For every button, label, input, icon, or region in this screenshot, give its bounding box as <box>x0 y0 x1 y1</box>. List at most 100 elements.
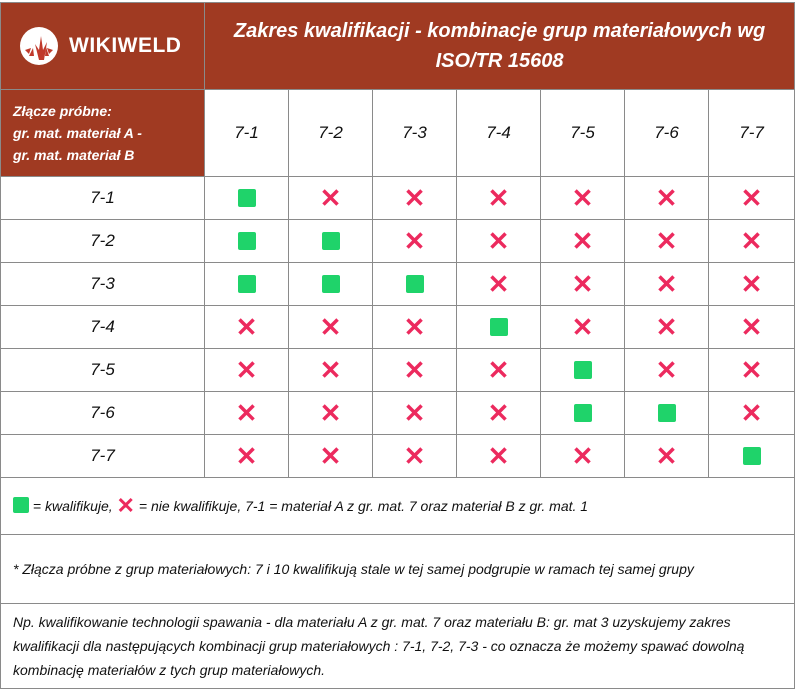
corner-line: Złącze próbne: <box>13 103 112 119</box>
qualifies-square-icon <box>405 274 424 293</box>
qualifies-square-icon <box>489 317 508 336</box>
table-row: 7-2 ✕ ✕ ✕ ✕ ✕ <box>0 219 795 263</box>
matrix-cell: ✕ <box>372 348 457 392</box>
not-qualifies-cross-icon: ✕ <box>235 355 258 385</box>
matrix-cell <box>456 305 541 349</box>
row-header: 7-3 <box>0 262 205 306</box>
not-qualifies-cross-icon: ✕ <box>403 441 426 471</box>
matrix-cell: ✕ <box>624 434 709 478</box>
not-qualifies-cross-icon: ✕ <box>487 226 510 256</box>
matrix-cell: ✕ <box>540 305 625 349</box>
not-qualifies-cross-icon: ✕ <box>403 398 426 428</box>
not-qualifies-cross-icon: ✕ <box>571 226 594 256</box>
corner-line: gr. mat. materiał B <box>13 147 135 163</box>
not-qualifies-cross-icon: ✕ <box>571 441 594 471</box>
matrix-cell: ✕ <box>204 348 289 392</box>
matrix-cell: ✕ <box>288 176 373 220</box>
not-qualifies-cross-icon: ✕ <box>403 183 426 213</box>
qualifies-square-icon <box>321 231 340 250</box>
row-header: 7-5 <box>0 348 205 392</box>
not-qualifies-cross-icon: ✕ <box>655 183 678 213</box>
not-qualifies-cross-icon: ✕ <box>403 226 426 256</box>
matrix-cell: ✕ <box>624 219 709 263</box>
not-qualifies-cross-icon: ✕ <box>403 312 426 342</box>
row-header: 7-1 <box>0 176 205 220</box>
corner-line: gr. mat. materiał A - <box>13 125 142 141</box>
matrix-cell: ✕ <box>540 176 625 220</box>
not-qualifies-cross-icon: ✕ <box>740 183 763 213</box>
note: * Złącza próbne z grup materiałowych: 7 … <box>0 534 795 604</box>
not-qualifies-cross-icon: ✕ <box>740 355 763 385</box>
row-header: 7-2 <box>0 219 205 263</box>
matrix-cell: ✕ <box>288 305 373 349</box>
column-header: 7-3 <box>372 89 457 177</box>
matrix-cell: ✕ <box>707 348 795 392</box>
matrix-cell: ✕ <box>204 391 289 435</box>
matrix-cell: ✕ <box>624 348 709 392</box>
not-qualifies-cross-icon: ✕ <box>235 441 258 471</box>
not-qualifies-cross-icon: ✕ <box>319 398 342 428</box>
row-header: 7-7 <box>0 434 205 478</box>
not-qualifies-cross-icon: ✕ <box>319 183 342 213</box>
not-qualifies-cross-icon: ✕ <box>319 441 342 471</box>
matrix-cell: ✕ <box>456 176 541 220</box>
matrix-cell: ✕ <box>624 262 709 306</box>
matrix-cell: ✕ <box>372 219 457 263</box>
table-row: 7-5 ✕ ✕ ✕ ✕ ✕ ✕ <box>0 348 795 392</box>
qualifies-square-icon <box>742 446 761 465</box>
brand-name: WIKIWELD <box>69 34 182 57</box>
not-qualifies-cross-icon: ✕ <box>655 441 678 471</box>
not-qualifies-cross-icon: ✕ <box>487 441 510 471</box>
not-qualifies-cross-icon: ✕ <box>487 398 510 428</box>
qualifies-square-icon <box>237 188 256 207</box>
not-qualifies-cross-icon: ✕ <box>235 398 258 428</box>
matrix-cell: ✕ <box>707 176 795 220</box>
table-row: 7-7 ✕ ✕ ✕ ✕ ✕ ✕ <box>0 434 795 478</box>
legend-not-qualifies: = nie kwalifikuje, 7-1 = materiał A z gr… <box>138 498 589 514</box>
not-qualifies-cross-icon: ✕ <box>319 355 342 385</box>
matrix-cell: ✕ <box>624 176 709 220</box>
table-row: 7-3 ✕ ✕ ✕ ✕ <box>0 262 795 306</box>
column-header: 7-5 <box>540 89 625 177</box>
matrix-cell <box>288 219 373 263</box>
matrix-cell: ✕ <box>288 348 373 392</box>
matrix-cell: ✕ <box>456 391 541 435</box>
matrix-cell <box>372 262 457 306</box>
matrix-cell: ✕ <box>372 176 457 220</box>
matrix-cell: ✕ <box>372 434 457 478</box>
matrix-cell: ✕ <box>540 434 625 478</box>
not-qualifies-cross-icon: ✕ <box>403 355 426 385</box>
column-header: 7-7 <box>707 89 795 177</box>
not-qualifies-cross-icon: ✕ <box>235 312 258 342</box>
matrix-cell <box>204 219 289 263</box>
row-header: 7-4 <box>0 305 205 349</box>
not-qualifies-cross-icon: ✕ <box>487 183 510 213</box>
matrix-cell: ✕ <box>456 262 541 306</box>
not-qualifies-cross-icon: ✕ <box>655 355 678 385</box>
not-qualifies-cross-icon: ✕ <box>655 226 678 256</box>
matrix-cell: ✕ <box>540 262 625 306</box>
matrix-cell: ✕ <box>707 219 795 263</box>
matrix-cell: ✕ <box>372 305 457 349</box>
legend-qualifies: = kwalifikuje, <box>32 498 113 514</box>
table-row: 7-4 ✕ ✕ ✕ ✕ ✕ ✕ <box>0 305 795 349</box>
column-header: 7-1 <box>204 89 289 177</box>
example-note: Np. kwalifikowanie technologii spawania … <box>0 603 795 689</box>
not-qualifies-cross-icon: ✕ <box>740 398 763 428</box>
qualifies-square-icon <box>573 403 592 422</box>
table-row: 7-6 ✕ ✕ ✕ ✕ ✕ <box>0 391 795 435</box>
matrix-cell: ✕ <box>372 391 457 435</box>
matrix-cell <box>540 348 625 392</box>
legend: = kwalifikuje, ✕ = nie kwalifikuje, 7-1 … <box>0 477 795 535</box>
not-qualifies-cross-icon: ✕ <box>487 355 510 385</box>
matrix-cell: ✕ <box>288 434 373 478</box>
qualifies-square-icon <box>657 403 676 422</box>
qualifies-square-icon <box>237 231 256 250</box>
matrix-cell <box>707 434 795 478</box>
matrix-cell <box>288 262 373 306</box>
qualifies-square-icon <box>237 274 256 293</box>
matrix-cell: ✕ <box>456 348 541 392</box>
not-qualifies-cross-icon: ✕ <box>655 269 678 299</box>
matrix-cell: ✕ <box>707 305 795 349</box>
